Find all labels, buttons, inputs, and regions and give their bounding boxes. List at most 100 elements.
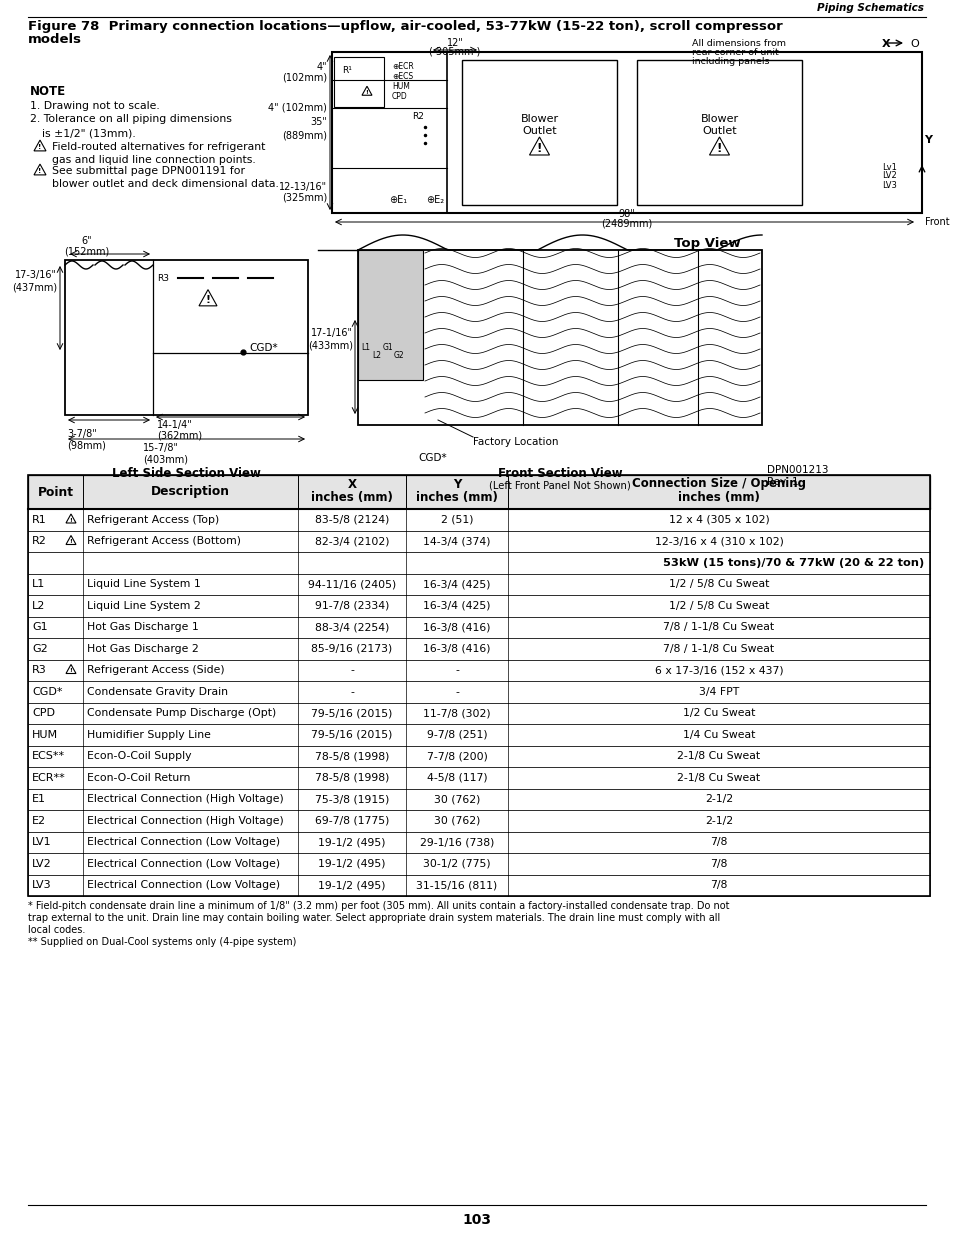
- Text: 7/8: 7/8: [710, 858, 727, 868]
- Text: O: O: [909, 40, 918, 49]
- Text: 2-1/2: 2-1/2: [704, 816, 732, 826]
- Text: !: !: [38, 168, 42, 174]
- Bar: [28, 724, 929, 746]
- Text: !: !: [365, 90, 368, 95]
- Bar: [28, 509, 929, 531]
- Text: CPD: CPD: [392, 91, 407, 101]
- Bar: [28, 595, 929, 616]
- Bar: [28, 746, 929, 767]
- Text: Humidifier Supply Line: Humidifier Supply Line: [87, 730, 211, 740]
- Text: Y: Y: [453, 478, 460, 490]
- Text: inches (mm): inches (mm): [311, 490, 393, 504]
- Text: Figure 78  Primary connection locations—upflow, air-cooled, 53-77kW (15-22 ton),: Figure 78 Primary connection locations—u…: [28, 20, 781, 33]
- Text: CPD: CPD: [32, 708, 55, 719]
- Text: HUM: HUM: [32, 730, 58, 740]
- Text: 30-1/2 (775): 30-1/2 (775): [423, 858, 490, 868]
- Bar: [28, 552, 929, 573]
- Bar: [28, 831, 929, 853]
- Text: 79-5/16 (2015): 79-5/16 (2015): [311, 730, 393, 740]
- Bar: [28, 475, 929, 509]
- Text: Connection Size / Opening: Connection Size / Opening: [631, 478, 805, 490]
- Text: (2489mm): (2489mm): [600, 219, 652, 228]
- Text: Liquid Line System 2: Liquid Line System 2: [87, 600, 200, 611]
- Text: LV3: LV3: [882, 180, 896, 189]
- Text: NOTE: NOTE: [30, 85, 66, 98]
- Text: 30 (762): 30 (762): [434, 794, 479, 804]
- Text: L1: L1: [32, 579, 45, 589]
- Text: 75-3/8 (1915): 75-3/8 (1915): [314, 794, 389, 804]
- Text: 88-3/4 (2254): 88-3/4 (2254): [314, 622, 389, 632]
- Text: Blower: Blower: [700, 114, 738, 124]
- Text: Electrical Connection (Low Voltage): Electrical Connection (Low Voltage): [87, 837, 280, 847]
- Text: Refrigerant Access (Top): Refrigerant Access (Top): [87, 515, 219, 525]
- Bar: [332, 52, 921, 212]
- Text: (Left Front Panel Not Shown): (Left Front Panel Not Shown): [489, 480, 630, 490]
- Text: 1/2 / 5/8 Cu Sweat: 1/2 / 5/8 Cu Sweat: [668, 579, 768, 589]
- Bar: [28, 853, 929, 874]
- Text: 17-3/16": 17-3/16": [15, 270, 57, 280]
- Text: 83-5/8 (2124): 83-5/8 (2124): [314, 515, 389, 525]
- Text: ⊕ECS: ⊕ECS: [392, 72, 413, 82]
- Text: (152mm): (152mm): [64, 246, 110, 256]
- Text: Blower: Blower: [520, 114, 558, 124]
- Text: !: !: [716, 142, 721, 156]
- Text: 103: 103: [462, 1213, 491, 1228]
- Text: -: -: [455, 687, 458, 697]
- Text: L2: L2: [372, 351, 380, 359]
- Text: R3: R3: [32, 666, 47, 676]
- Bar: [28, 874, 929, 897]
- Text: 30 (762): 30 (762): [434, 816, 479, 826]
- Text: X: X: [882, 40, 890, 49]
- Text: 78-5/8 (1998): 78-5/8 (1998): [314, 751, 389, 761]
- Text: is ±1/2" (13mm).: is ±1/2" (13mm).: [42, 128, 135, 138]
- Text: -: -: [350, 666, 354, 676]
- Text: ⊕E₂: ⊕E₂: [425, 195, 443, 205]
- Text: 4-5/8 (117): 4-5/8 (117): [426, 773, 487, 783]
- Text: 12-3/16 x 4 (310 x 102): 12-3/16 x 4 (310 x 102): [654, 536, 782, 546]
- Text: (98mm): (98mm): [67, 440, 106, 450]
- Text: ** Supplied on Dual-Cool systems only (4-pipe system): ** Supplied on Dual-Cool systems only (4…: [28, 937, 296, 947]
- Bar: [28, 531, 929, 552]
- Bar: [637, 61, 801, 205]
- Text: Electrical Connection (Low Voltage): Electrical Connection (Low Voltage): [87, 858, 280, 868]
- Text: Electrical Connection (High Voltage): Electrical Connection (High Voltage): [87, 816, 283, 826]
- Text: including panels: including panels: [691, 57, 769, 65]
- Text: LV1: LV1: [32, 837, 51, 847]
- Text: 16-3/8 (416): 16-3/8 (416): [423, 622, 490, 632]
- Text: ⊕ECR: ⊕ECR: [392, 62, 414, 70]
- Text: !: !: [70, 668, 72, 673]
- Text: 11-7/8 (302): 11-7/8 (302): [423, 708, 490, 719]
- Text: ⊕E₁: ⊕E₁: [389, 195, 407, 205]
- Text: inches (mm): inches (mm): [678, 490, 760, 504]
- Text: Hot Gas Discharge 2: Hot Gas Discharge 2: [87, 643, 198, 653]
- Bar: [28, 659, 929, 680]
- Text: Lv1: Lv1: [882, 163, 896, 172]
- Text: Left Side Section View: Left Side Section View: [112, 467, 261, 480]
- Text: 79-5/16 (2015): 79-5/16 (2015): [311, 708, 393, 719]
- Text: trap external to the unit. Drain line may contain boiling water. Select appropri: trap external to the unit. Drain line ma…: [28, 913, 720, 923]
- Text: !: !: [70, 538, 72, 543]
- Text: 7-7/8 (200): 7-7/8 (200): [426, 751, 487, 761]
- Text: Description: Description: [151, 485, 230, 499]
- Text: local codes.: local codes.: [28, 925, 85, 935]
- Text: R2: R2: [32, 536, 47, 546]
- Text: 2-1/2: 2-1/2: [704, 794, 732, 804]
- Text: Condensate Pump Discharge (Opt): Condensate Pump Discharge (Opt): [87, 708, 276, 719]
- Text: 78-5/8 (1998): 78-5/8 (1998): [314, 773, 389, 783]
- Text: Outlet: Outlet: [521, 126, 557, 136]
- Text: 16-3/8 (416): 16-3/8 (416): [423, 643, 490, 653]
- Text: 29-1/16 (738): 29-1/16 (738): [419, 837, 494, 847]
- Text: CGD*: CGD*: [417, 453, 446, 463]
- Text: 19-1/2 (495): 19-1/2 (495): [318, 858, 385, 868]
- Text: Econ-O-Coil Supply: Econ-O-Coil Supply: [87, 751, 192, 761]
- Text: 2-1/8 Cu Sweat: 2-1/8 Cu Sweat: [677, 773, 760, 783]
- Text: CGD*: CGD*: [32, 687, 63, 697]
- Text: ( 305mm ): ( 305mm ): [429, 47, 480, 57]
- Text: 4" (102mm): 4" (102mm): [268, 103, 327, 112]
- Text: 3/4 FPT: 3/4 FPT: [699, 687, 739, 697]
- Text: 85-9/16 (2173): 85-9/16 (2173): [311, 643, 393, 653]
- Text: 3-7/8": 3-7/8": [67, 429, 96, 438]
- Text: 2. Tolerance on all piping dimensions: 2. Tolerance on all piping dimensions: [30, 114, 232, 124]
- Text: !: !: [70, 517, 72, 522]
- Text: Electrical Connection (Low Voltage): Electrical Connection (Low Voltage): [87, 881, 280, 890]
